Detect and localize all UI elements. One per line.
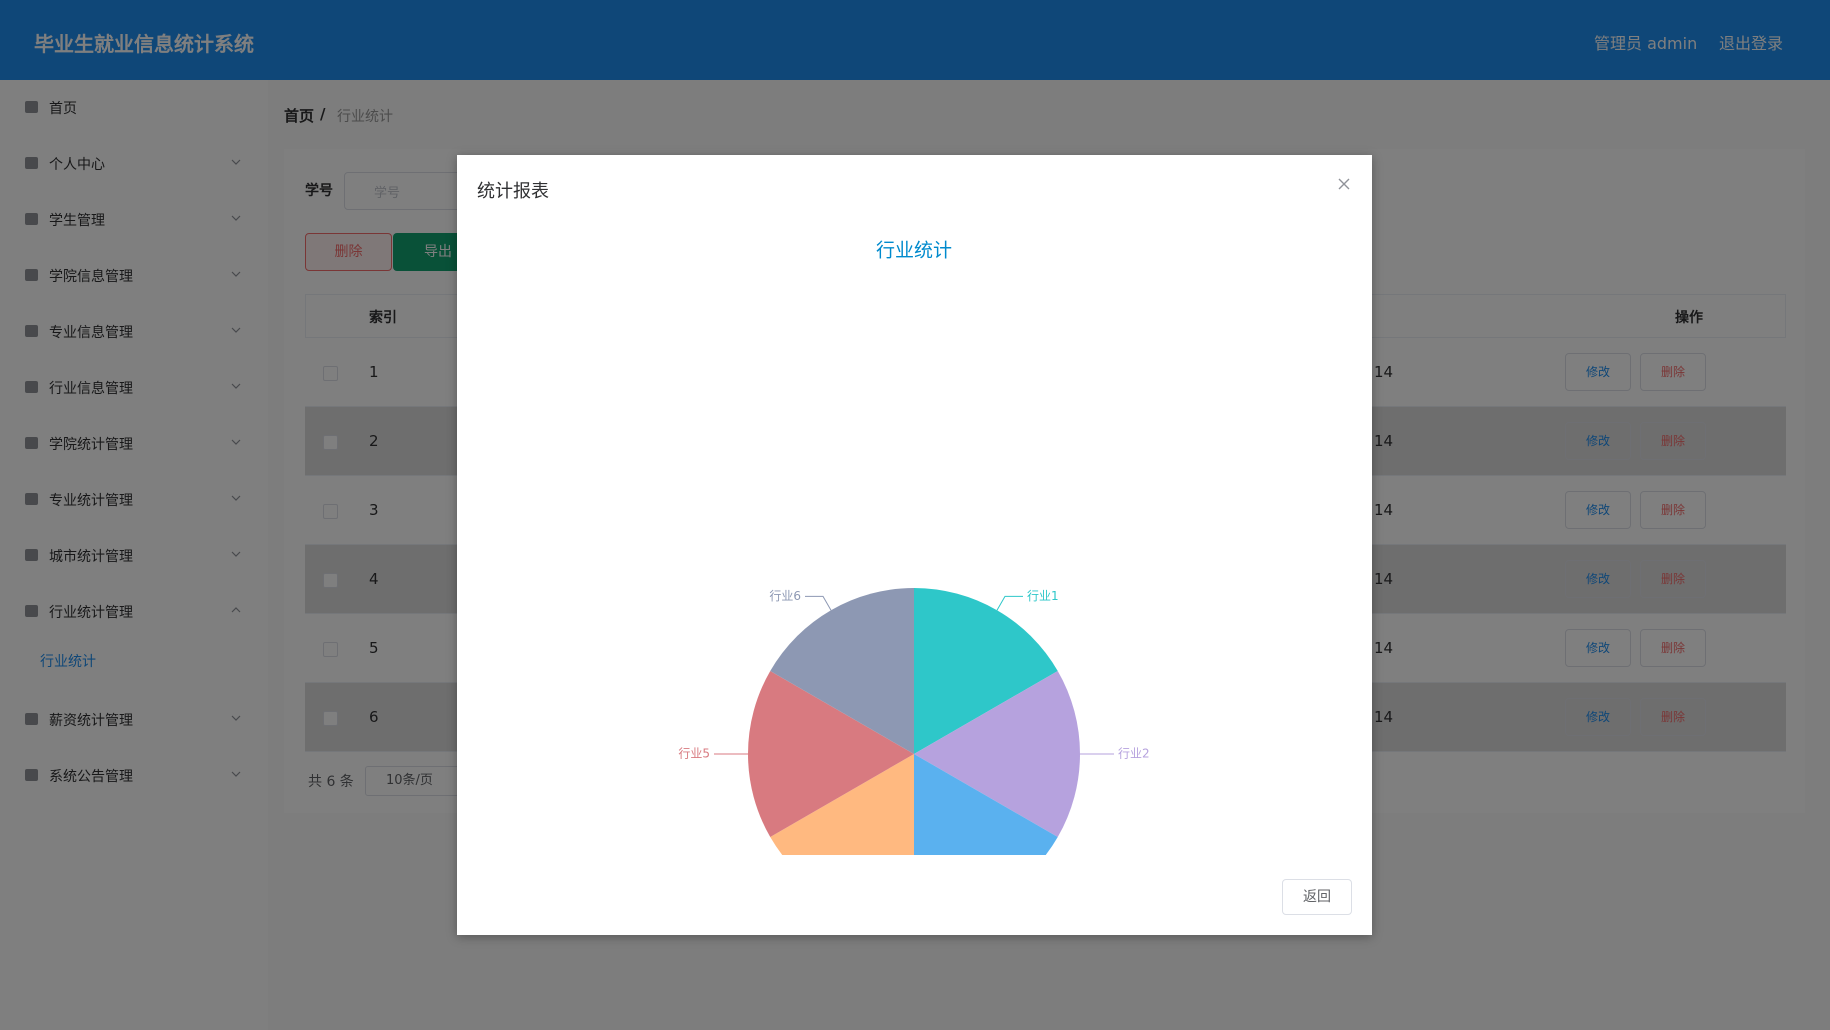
pie-label: 行业1 (1027, 589, 1059, 603)
pie-slice (770, 588, 914, 754)
chart: 行业统计 行业1行业2行业3行业4行业5行业6 (678, 240, 1150, 855)
pie-slice (914, 754, 1058, 855)
chart-title: 行业统计 (876, 240, 952, 262)
modal: 统计报表 行业统计 行业1行业2行业3行业4行业5行业6 返回 (457, 155, 1372, 935)
pie-label: 行业5 (678, 747, 710, 761)
pie-label: 行业6 (769, 589, 801, 603)
pie-slice (770, 754, 914, 855)
pie-slice (748, 671, 914, 837)
close-icon[interactable] (1337, 177, 1351, 191)
modal-title: 统计报表 (477, 181, 549, 202)
leader-line (996, 595, 1023, 611)
pie-label: 行业2 (1118, 747, 1150, 761)
pie-slice (914, 671, 1080, 837)
return-button[interactable]: 返回 (1282, 879, 1352, 915)
pie-slice (914, 588, 1058, 754)
leader-line (805, 595, 832, 611)
